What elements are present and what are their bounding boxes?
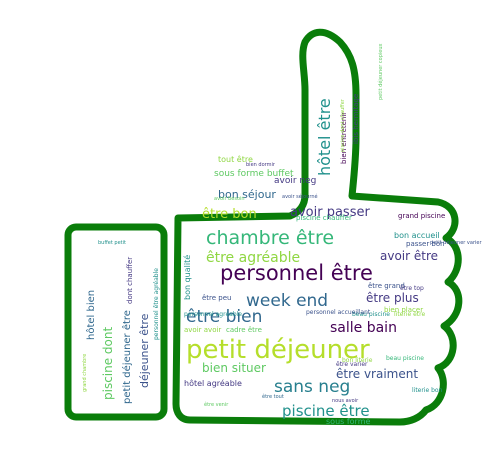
word-cloud-term: piscine chauffer [296,214,352,222]
word-cloud-term: bien situer [202,361,266,375]
word-cloud-term: passer bon [406,240,445,248]
word-cloud-term: cadre être [226,326,262,334]
word-cloud-term: petit déjeuner [186,335,370,365]
word-cloud-term: salle bain [330,320,397,336]
word-cloud-term: literie être [394,311,425,318]
word-cloud-term: être venir [204,401,229,408]
word-cloud-term: beau piscine [386,355,424,362]
word-cloud-term: bon literie [342,357,373,364]
word-cloud-term: nous avoir [332,398,359,404]
word-cloud-term: être varier [336,361,368,368]
cuff-outline [64,223,168,421]
word-cloud-term: être bon [202,207,257,222]
word-cloud-term: hôtel agréable [184,378,242,388]
word-cloud-term: piscine dont chauffer [340,98,346,152]
word-cloud-term: être grand [368,282,405,290]
word-cloud-term: sans neg [274,377,350,397]
word-cloud-term: être plus [366,291,419,305]
word-cloud-term: avoir besoin [214,196,245,202]
word-cloud-term: avoir passer [290,205,370,220]
word-cloud-term: ibis hermitage [352,94,360,144]
word-cloud-term: personnel agréable [184,311,242,318]
word-cloud-term: personnel être [220,261,373,285]
word-cloud-term: hôtel être [315,98,334,176]
word-cloud-term: literie bon [412,387,443,394]
word-cloud-term: être tout [262,393,284,400]
word-cloud-term: grand chambre [82,354,88,392]
word-cloud-term: déjeuner être [138,313,151,388]
word-cloud-term: être peu [202,294,232,302]
word-cloud-term: chambre être [206,227,334,249]
word-cloud-term: petit déjeuner copieux [377,43,384,100]
word-cloud-term: avoir neg [274,176,316,186]
word-cloud-term: être vraiment [336,367,418,381]
word-cloud-term: sous forme buffet [214,169,294,179]
word-cloud-term: sous forme [326,417,370,426]
word-cloud-term: avoir avoir [184,326,221,334]
word-cloud-term: avoir séjourné [282,193,318,200]
word-cloud-term: être agréable [206,250,300,266]
word-cloud-term: bon qualité [182,255,192,300]
word-cloud-term: buffet petit [98,240,126,246]
word-cloud-term: avoir être [380,249,438,263]
word-cloud-term: grand piscine [398,212,445,220]
word-cloud-term: bien dormir [246,162,276,168]
word-cloud-term: personnel accueillant [306,309,371,316]
word-cloud-term: beau piscine [352,311,390,318]
word-cloud-term: week end [246,291,328,311]
word-cloud-term: hôtel bien [85,290,97,340]
word-cloud-term: bon séjour [218,188,276,201]
word-cloud-term: être bien [186,307,262,327]
word-cloud-term: bon accueil [394,231,440,240]
word-cloud-term: petit déjeuner être [121,310,133,404]
word-cloud-term: être top [400,285,424,292]
word-cloud-term: personnel être agréable [153,268,160,340]
word-cloud-term: piscine être [282,402,370,420]
word-cloud-term: petit déjeuner varier [430,239,482,246]
word-cloud-term: bien placer [384,306,423,314]
word-cloud-term: tout être [218,154,253,164]
hand-outline [172,28,463,426]
word-cloud-term: piscine dont [101,326,115,400]
word-cloud-term: bien entretenir [340,112,348,164]
word-cloud-term: dont chauffer [126,257,134,304]
